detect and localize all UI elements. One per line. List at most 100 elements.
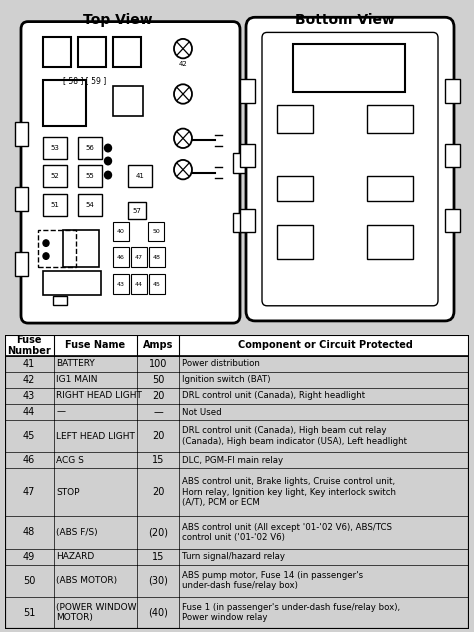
Text: Fuse
Number: Fuse Number [7, 334, 51, 356]
Text: IG1 MAIN: IG1 MAIN [56, 375, 98, 384]
Text: ACG S: ACG S [56, 456, 84, 465]
Text: BATTERY: BATTERY [56, 360, 95, 368]
Bar [43, 271, 101, 295]
Circle shape [104, 157, 111, 165]
Text: 47: 47 [135, 255, 143, 260]
Bar [78, 195, 102, 216]
Text: Ignition switch (BAT): Ignition switch (BAT) [182, 375, 270, 384]
Text: Top View: Top View [83, 13, 153, 27]
FancyBboxPatch shape [246, 17, 454, 321]
Bar [148, 221, 164, 241]
Text: 20: 20 [152, 431, 164, 441]
Text: 51: 51 [51, 202, 59, 209]
Circle shape [104, 144, 111, 152]
Text: Power distribution: Power distribution [182, 360, 260, 368]
Text: Not Used: Not Used [182, 408, 221, 416]
Text: —: — [56, 408, 65, 416]
Text: (30): (30) [148, 576, 168, 586]
Bar [15, 187, 28, 210]
Bar [277, 225, 313, 259]
Bar [113, 274, 129, 294]
Text: 54: 54 [86, 202, 94, 209]
Text: 44: 44 [135, 282, 143, 287]
Bar [63, 230, 99, 267]
Bar [131, 248, 147, 267]
Bar [43, 166, 67, 187]
Bar [15, 122, 28, 146]
Bar [131, 274, 147, 294]
Text: —: — [153, 407, 163, 417]
Text: 100: 100 [149, 359, 167, 369]
FancyBboxPatch shape [21, 21, 240, 323]
Text: 48: 48 [153, 255, 161, 260]
Text: (20): (20) [148, 528, 168, 537]
Text: RIGHT HEAD LIGHT: RIGHT HEAD LIGHT [56, 391, 142, 401]
Text: Component or Circuit Protected: Component or Circuit Protected [238, 341, 413, 350]
Bar [113, 221, 129, 241]
Circle shape [43, 240, 49, 246]
Bar [38, 230, 76, 267]
Bar [240, 143, 255, 167]
Text: 53: 53 [51, 145, 59, 151]
Text: HAZARD: HAZARD [56, 552, 94, 561]
Text: 42: 42 [179, 61, 187, 66]
Bar [277, 176, 313, 201]
Text: (POWER WINDOW
MOTOR): (POWER WINDOW MOTOR) [56, 603, 137, 623]
Bar [113, 87, 143, 116]
Bar [43, 195, 67, 216]
Text: 52: 52 [51, 173, 59, 179]
Circle shape [104, 171, 111, 179]
Text: ABS pump motor, Fuse 14 (in passenger's
under-dash fuse/relay box): ABS pump motor, Fuse 14 (in passenger's … [182, 571, 363, 590]
Bar [367, 105, 413, 133]
Text: 57: 57 [133, 208, 141, 214]
Text: (ABS MOTOR): (ABS MOTOR) [56, 576, 118, 585]
Text: Bottom View: Bottom View [295, 13, 395, 27]
Bar [128, 166, 152, 187]
Text: 43: 43 [23, 391, 35, 401]
Bar [43, 80, 86, 126]
Text: 41: 41 [136, 173, 145, 179]
Bar [15, 252, 28, 276]
Bar [367, 176, 413, 201]
Text: 41: 41 [23, 359, 35, 369]
Text: (ABS F/S): (ABS F/S) [56, 528, 98, 537]
Text: 46: 46 [117, 255, 125, 260]
Bar [445, 79, 460, 102]
Bar [277, 105, 313, 133]
Text: Fuse 1 (in passenger's under-dash fuse/relay box),
Power window relay: Fuse 1 (in passenger's under-dash fuse/r… [182, 603, 400, 623]
Bar [53, 296, 67, 305]
Text: 44: 44 [23, 407, 35, 417]
Text: 40: 40 [117, 229, 125, 234]
Text: Amps: Amps [143, 341, 173, 350]
Bar [240, 209, 255, 233]
Text: Fuse Name: Fuse Name [65, 341, 126, 350]
Bar [367, 225, 413, 259]
Text: 49: 49 [23, 552, 35, 562]
Text: 45: 45 [153, 282, 161, 287]
Text: 50: 50 [152, 375, 164, 385]
Text: 47: 47 [23, 487, 36, 497]
Bar [293, 44, 405, 92]
Bar [149, 248, 165, 267]
Text: 20: 20 [152, 391, 164, 401]
Bar [113, 248, 129, 267]
Text: 51: 51 [23, 608, 36, 618]
Text: 50: 50 [152, 229, 160, 234]
Bar [5, 335, 469, 356]
Bar [78, 137, 102, 159]
Text: DRL control unit (Canada), Right headlight: DRL control unit (Canada), Right headlig… [182, 391, 365, 401]
Text: DRL control unit (Canada), High beam cut relay
(Canada), High beam indicator (US: DRL control unit (Canada), High beam cut… [182, 427, 407, 446]
Text: 50: 50 [23, 576, 36, 586]
Text: [ 58 ] [ 59 ]: [ 58 ] [ 59 ] [63, 76, 106, 85]
Bar [128, 202, 146, 219]
Text: STOP: STOP [56, 488, 80, 497]
Bar [149, 274, 165, 294]
Text: ABS control unit (All except '01-'02 V6), ABS/TCS
control unit ('01-'02 V6): ABS control unit (All except '01-'02 V6)… [182, 523, 392, 542]
Text: Turn signal/hazard relay: Turn signal/hazard relay [182, 552, 285, 561]
Text: 56: 56 [86, 145, 94, 151]
Text: 48: 48 [23, 528, 35, 537]
Text: 45: 45 [23, 431, 36, 441]
Bar [43, 137, 67, 159]
Text: 20: 20 [152, 487, 164, 497]
Text: 15: 15 [152, 455, 164, 465]
